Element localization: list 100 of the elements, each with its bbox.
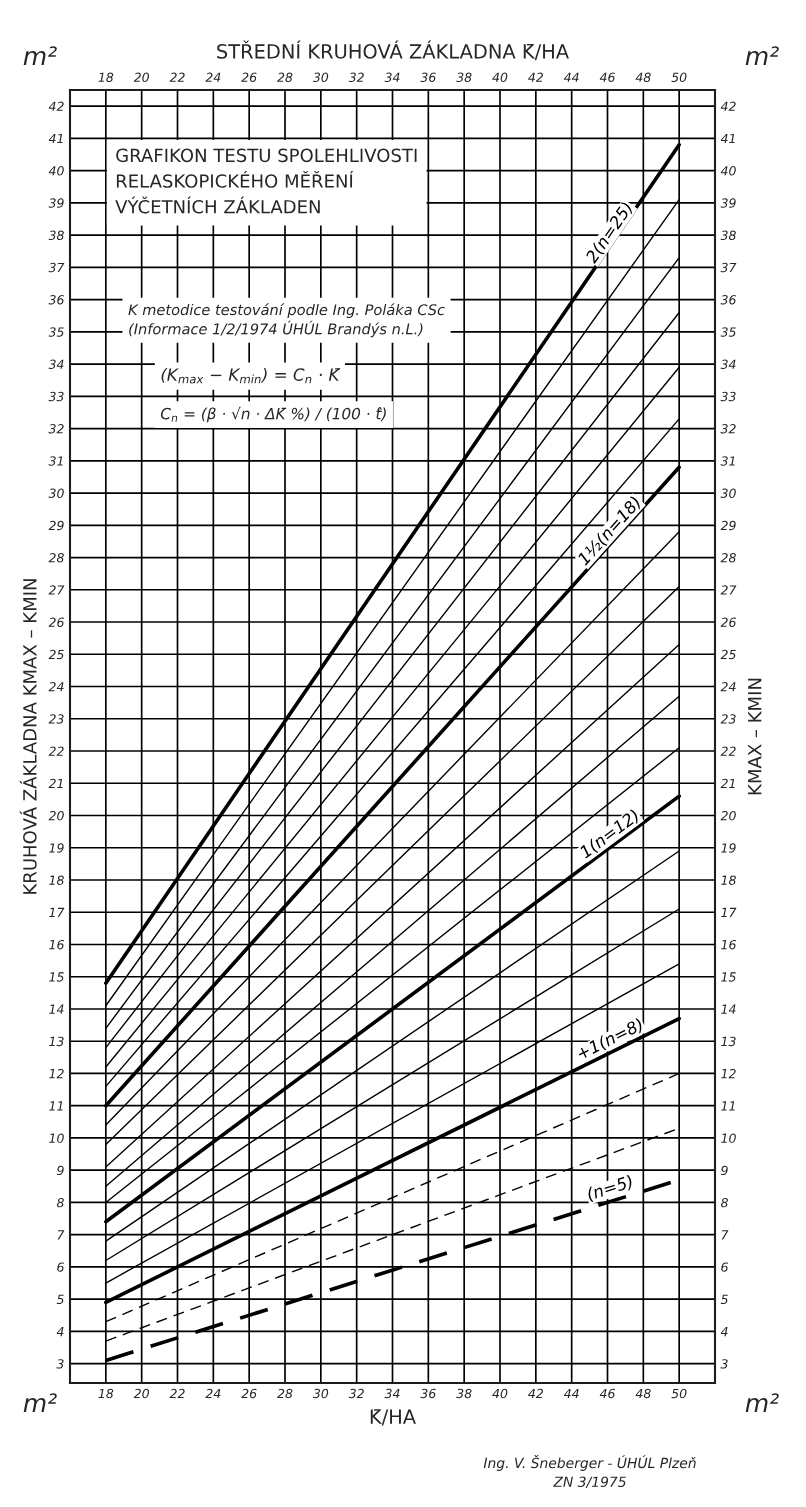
y2-tick-label: 25	[720, 649, 736, 660]
x-tick-label: 34	[384, 1388, 400, 1399]
y2-tick-label: 16	[721, 939, 736, 950]
x-tick-label: 48	[635, 1388, 651, 1399]
y2-tick-label: 12	[721, 1068, 736, 1079]
x-tick-label: 50	[671, 1388, 687, 1399]
y-axis-title: KRUHOVÁ ZÁKLADNA KMAX – KMIN	[19, 579, 37, 894]
text: K metodice testování podle Ing. Poláka CSc (Informace 1/2/1974 ÚHÚL Brandýs n.L.)	[128, 303, 445, 338]
y-tick-label: 27	[48, 585, 65, 595]
x-tick-label: 46	[599, 1388, 615, 1399]
y-tick-label: 37	[48, 262, 65, 273]
y2-tick-label: 19	[721, 843, 736, 853]
y-tick-label: 42	[48, 101, 64, 111]
y-tick-label: 19	[49, 843, 64, 853]
x2-tick-label: 32	[348, 72, 364, 83]
y-tick-label: 23	[48, 714, 64, 724]
y-tick-label: 36	[48, 295, 64, 305]
y-tick-label: 12	[49, 1068, 64, 1079]
y-tick-label: 31	[48, 456, 63, 466]
y2-tick-label: 36	[720, 295, 736, 305]
text: (n=5)	[586, 1174, 634, 1203]
y2-tick-label: 10	[721, 1133, 736, 1143]
y2-tick-label: 7	[721, 1230, 729, 1240]
x-axis-title: K̄/HA	[370, 1409, 416, 1426]
y2-tick-label: 23	[720, 714, 736, 724]
x-tick-label: 22	[169, 1388, 185, 1399]
y-tick-label: 5	[56, 1294, 64, 1305]
y-tick-label: 17	[49, 907, 65, 917]
y-tick-label: 41	[48, 134, 63, 144]
y-tick-label: 6	[57, 1262, 64, 1272]
x2-tick-label: 18	[98, 72, 114, 83]
x-tick-label: 26	[241, 1388, 257, 1399]
y-tick-label: 34	[48, 359, 64, 369]
text: m²	[23, 1393, 57, 1412]
y-tick-label: 22	[48, 746, 64, 756]
y2-tick-label: 28	[720, 553, 736, 563]
text: ZN 3/1975	[553, 1476, 626, 1489]
y2-tick-label: 32	[720, 424, 736, 434]
text: m²	[23, 46, 57, 65]
y2-tick-label: 29	[720, 520, 736, 531]
x2-tick-label: 28	[277, 72, 293, 83]
y-tick-label: 33	[48, 391, 64, 402]
y2-tick-label: 17	[721, 907, 737, 917]
y2-tick-label: 9	[721, 1165, 728, 1176]
annotation: C$_{n}$ = (β · √n · ΔK̄ %) / (100 · t̂)	[160, 406, 386, 423]
y-tick-label: 14	[49, 1004, 64, 1014]
x-tick-label: 36	[420, 1388, 436, 1399]
y-tick-label: 16	[49, 939, 64, 950]
y2-tick-label: 26	[720, 617, 736, 627]
x-tick-label: 24	[205, 1388, 221, 1399]
y2-tick-label: 18	[721, 875, 736, 885]
x2-tick-label: 24	[205, 72, 221, 82]
text: m²	[745, 1393, 779, 1412]
y-tick-label: 10	[49, 1133, 64, 1143]
text: m²	[745, 46, 779, 65]
x2-tick-label: 26	[241, 72, 257, 83]
y-tick-label: 21	[48, 778, 63, 788]
x-tick-label: 32	[348, 1388, 364, 1399]
y2-tick-label: 24	[720, 681, 736, 692]
y2-tick-label: 21	[720, 778, 735, 788]
y-tick-label: 4	[56, 1327, 64, 1337]
y2-tick-label: 31	[720, 456, 735, 466]
x2-tick-label: 38	[456, 72, 472, 83]
x-tick-label: 30	[312, 1388, 329, 1399]
y-tick-label: 7	[57, 1230, 65, 1240]
y-tick-label: 30	[48, 488, 64, 498]
y-tick-label: 20	[48, 810, 64, 821]
y2-tick-label: 41	[720, 134, 735, 144]
y2-tick-label: 40	[720, 166, 736, 176]
x-tick-label: 44	[563, 1388, 579, 1399]
x2-axis-title: STŘEDNÍ KRUHOVÁ ZÁKLADNA K̄/HA	[217, 40, 569, 61]
y2-tick-label: 14	[721, 1004, 736, 1014]
y2-tick-label: 3	[720, 1359, 728, 1369]
y2-tick-label: 15	[721, 972, 736, 982]
text: GRAFIKON TESTU SPOLEHLIVOSTI RELASKOPICKÉHO MĚŘENÍ VÝČETNÍCH ZÁKLADEN	[115, 148, 417, 214]
y2-tick-label: 20	[720, 810, 736, 821]
x2-tick-label: 50	[671, 72, 687, 83]
text: Ing. V. Šneberger - ÚHÚL Plzeň	[483, 1455, 696, 1471]
y-tick-label: 40	[48, 166, 64, 176]
y2-tick-label: 27	[720, 585, 737, 595]
x2-tick-label: 48	[635, 72, 651, 83]
y-tick-label: 9	[57, 1165, 64, 1176]
y2-tick-label: 39	[720, 198, 736, 208]
x2-tick-label: 36	[420, 72, 436, 83]
y2-tick-label: 42	[720, 101, 736, 111]
x2-tick-label: 46	[599, 72, 615, 83]
x2-tick-label: 22	[169, 72, 185, 82]
y2-tick-label: 8	[720, 1197, 728, 1208]
y-tick-label: 35	[48, 327, 64, 337]
y-tick-label: 24	[48, 681, 64, 692]
y2-tick-label: 6	[721, 1262, 728, 1272]
y-tick-label: 32	[48, 424, 64, 434]
x2-tick-label: 20	[133, 72, 149, 83]
x2-tick-label: 34	[384, 72, 400, 83]
x2-tick-label: 30	[312, 72, 329, 83]
y-tick-label: 25	[48, 649, 64, 660]
y-tick-label: 39	[48, 198, 64, 208]
x2-tick-label: 42	[528, 72, 544, 82]
y-tick-label: 13	[49, 1036, 64, 1047]
y2-tick-label: 11	[721, 1101, 735, 1111]
